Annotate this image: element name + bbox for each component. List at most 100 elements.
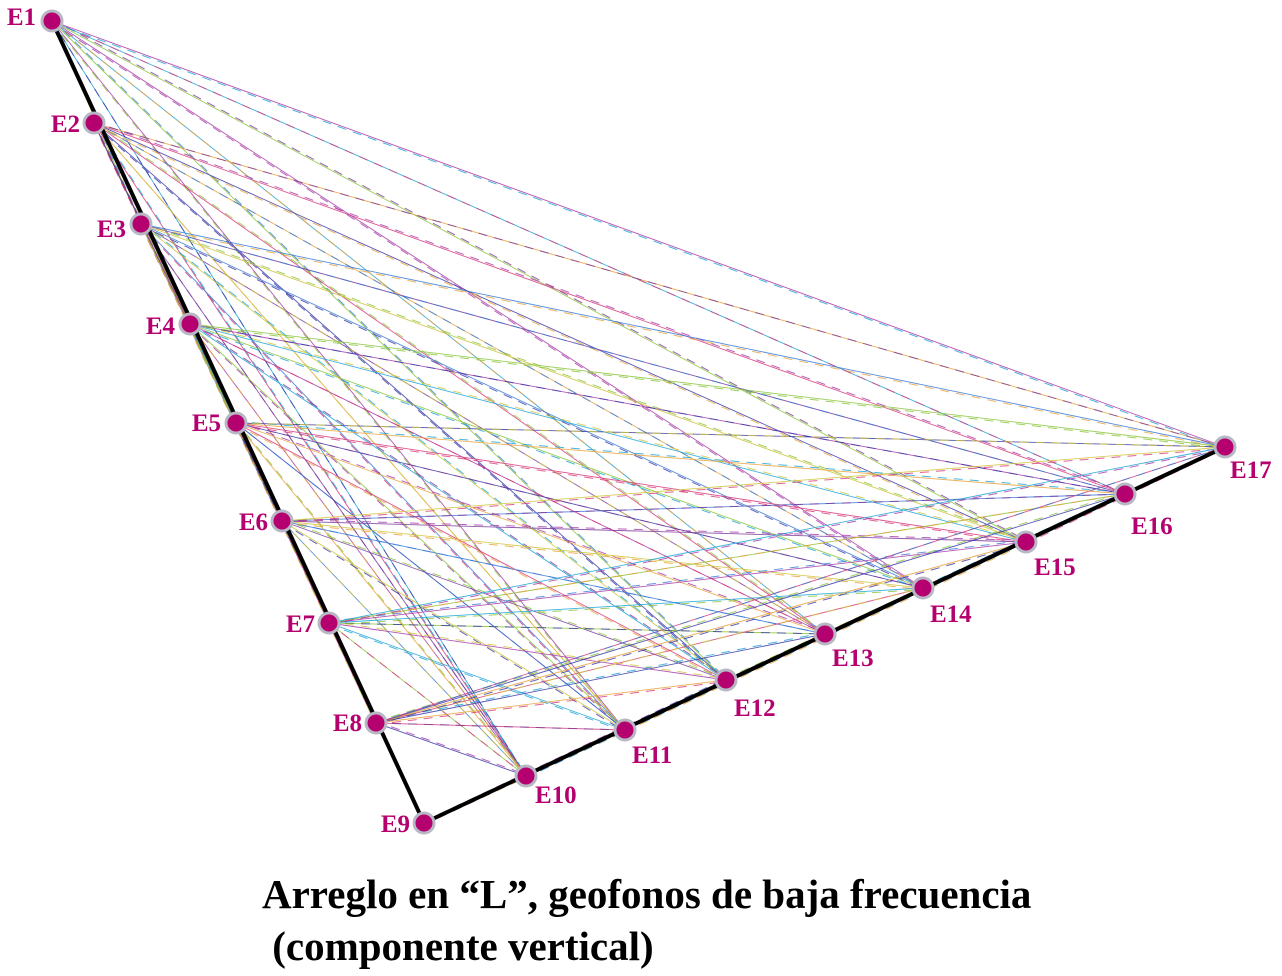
station-marker-e5	[224, 411, 248, 435]
pair-line-dashed-E7-E12	[328, 620, 727, 679]
station-label-e17: E17	[1230, 457, 1272, 484]
pair-line-dashed-E8-E10	[375, 720, 527, 775]
pair-line-dashed-E4-E12	[189, 321, 727, 679]
pair-line-dashed-E2-E17	[93, 122, 1226, 448]
pair-line-dashed-E7-E11	[328, 624, 626, 733]
station-label-e12: E12	[734, 695, 776, 722]
pair-line-dashed-E3-E8	[140, 225, 377, 725]
station-marker-e8	[364, 711, 388, 735]
pair-line-E2-E16	[93, 122, 1126, 495]
station-marker-e9	[412, 811, 436, 835]
pair-line-E6-E15	[281, 520, 1027, 543]
pair-line-E3-E12	[140, 223, 727, 681]
station-marker-e12	[714, 668, 738, 692]
pair-line-E5-E12	[235, 422, 727, 681]
station-label-e6: E6	[239, 509, 268, 536]
pair-line-E8-E15	[375, 541, 1027, 724]
station-label-e11: E11	[632, 742, 672, 769]
pair-line-dashed-E6-E15	[281, 518, 1027, 541]
pair-line-dashed-E5-E12	[235, 424, 727, 683]
pair-line-dashed-E8-E12	[375, 681, 727, 726]
station-label-e14: E14	[930, 601, 972, 628]
pair-line-E5-E13	[235, 422, 826, 635]
pair-line-E8-E13	[375, 633, 826, 724]
pair-line-dashed-E2-E10	[93, 121, 527, 775]
pair-line-E1-E12	[51, 20, 727, 681]
pair-line-E4-E15	[189, 323, 1027, 543]
pair-line-E6-E12	[281, 520, 727, 681]
pair-line-dashed-E1-E16	[51, 20, 1126, 495]
station-label-e15: E15	[1034, 554, 1076, 581]
pair-line-E7-E12	[328, 622, 727, 681]
pair-line-E7-E10	[328, 622, 527, 777]
station-label-e9: E9	[381, 811, 410, 838]
pair-line-dashed-E6-E12	[281, 518, 727, 679]
pair-line-E8-E10	[375, 722, 527, 777]
station-marker-e4	[178, 312, 202, 336]
station-label-e16: E16	[1131, 513, 1173, 540]
pair-line-E1-E17	[51, 20, 1226, 448]
pair-line-dashed-E6-E8	[281, 522, 377, 725]
pair-line-dashed-E3-E12	[140, 222, 727, 679]
pair-line-E8-E12	[375, 679, 727, 724]
pair-line-dashed-E4-E13	[189, 323, 826, 635]
pair-line-dashed-E7-E15	[328, 539, 1027, 622]
pair-line-dashed-E1-E15	[51, 18, 1027, 541]
pair-line-dashed-E3-E11	[140, 225, 626, 732]
pair-line-dashed-E3-E15	[140, 221, 1027, 541]
station-label-e8: E8	[333, 710, 362, 737]
pair-line-dashed-E1-E10	[51, 20, 527, 777]
pair-line-dashed-E6-E14	[281, 522, 924, 591]
pair-line-dashed-E5-E11	[235, 422, 626, 731]
station-label-e1: E1	[7, 4, 36, 31]
pair-line-E7-E17	[328, 446, 1226, 624]
pair-line-dashed-E8-E14	[375, 587, 924, 724]
pair-line-dashed-E5-E10	[235, 421, 527, 775]
station-label-e5: E5	[192, 410, 221, 437]
pair-line-E3-E11	[140, 223, 626, 731]
pair-line-dashed-E7-E13	[328, 622, 826, 635]
station-marker-e6	[270, 509, 294, 533]
pair-line-dashed-E4-E15	[189, 321, 1027, 541]
pair-line-E2-E15	[93, 122, 1027, 543]
station-marker-e14	[911, 576, 935, 600]
pair-line-E5-E15	[235, 422, 1027, 543]
station-marker-e13	[813, 622, 837, 646]
pair-line-E7-E15	[328, 541, 1027, 624]
pair-line-E1-E11	[51, 20, 626, 731]
station-marker-e15	[1014, 530, 1038, 554]
pair-line-dashed-E8-E17	[375, 446, 1226, 724]
pair-line-dashed-E4-E16	[189, 323, 1126, 495]
pair-line-E8-E16	[375, 493, 1126, 724]
pair-line-dashed-E6-E17	[281, 448, 1226, 524]
pair-line-E6-E17	[281, 446, 1226, 522]
stations: E1 E2 E3 E4 E5 E6 E7 E8 E9 E10 E11 E12 E13 E14 E15 E16 E…	[7, 4, 1272, 838]
pair-line-E3-E17	[140, 223, 1226, 448]
caption-line-1: Arreglo en “L”, geofonos de baja frecuen…	[262, 871, 1032, 917]
station-label-e3: E3	[97, 216, 126, 243]
station-label-e13: E13	[832, 645, 874, 672]
station-marker-e2	[82, 111, 106, 135]
pair-line-E3-E14	[140, 223, 924, 589]
station-marker-e17	[1213, 435, 1237, 459]
pair-line-dashed-E14-E16	[922, 491, 1126, 587]
pair-line-E2-E13	[93, 122, 826, 635]
pair-line-E7-E14	[328, 587, 924, 624]
pair-line-dashed-E4-E17	[189, 325, 1226, 450]
pair-line-dashed-E5-E14	[235, 422, 924, 589]
pair-line-dashed-E6-E16	[281, 493, 1126, 522]
pair-line-dashed-E7-E16	[328, 493, 1126, 624]
pair-line-E5-E10	[235, 422, 527, 777]
pair-line-dashed-E6-E10	[281, 520, 527, 777]
pair-line-dashed-E3-E17	[140, 225, 1226, 450]
pair-line-dashed-E1-E17	[51, 22, 1226, 450]
figure-caption: Arreglo en “L”, geofonos de baja frecuen…	[262, 868, 1031, 972]
pair-line-dashed-E4-E14	[189, 325, 924, 591]
pair-line-E5-E16	[235, 422, 1126, 495]
pair-line-E8-E11	[375, 722, 626, 731]
pair-line-dashed-E1-E13	[51, 20, 826, 635]
pair-line-dashed-E2-E13	[93, 120, 826, 633]
station-marker-e7	[317, 611, 341, 635]
pair-line-E4-E11	[189, 323, 626, 731]
